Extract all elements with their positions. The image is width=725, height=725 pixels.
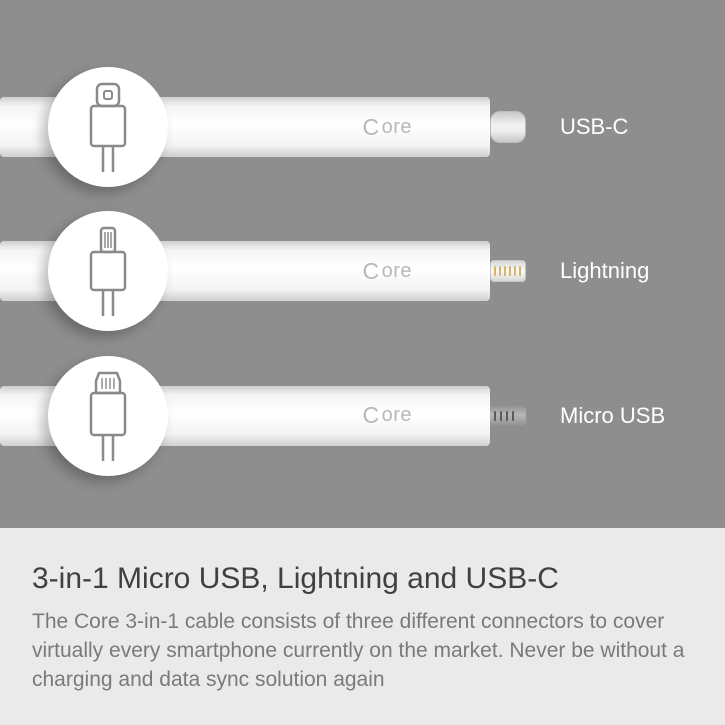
brand-mark: Core (362, 402, 412, 429)
cable-infographic: Core USB-C Core (0, 0, 725, 725)
label-microusb: Micro USB (560, 403, 665, 429)
brand-ore: ore (382, 116, 412, 139)
body-copy: The Core 3-in-1 cable consists of three … (32, 608, 693, 695)
icon-circle-lightning (48, 211, 168, 331)
icon-circle-microusb (48, 356, 168, 476)
cable-row-lightning: Core Lightning (0, 211, 725, 331)
brand-mark: Core (362, 114, 412, 141)
brand-mark: Core (362, 258, 412, 285)
label-lightning: Lightning (560, 258, 649, 284)
microusb-icon (73, 371, 143, 461)
brand-ore: ore (382, 260, 412, 283)
connector-tip-lightning (490, 260, 526, 282)
cable-row-usbc: Core USB-C (0, 67, 725, 187)
icon-circle-usbc (48, 67, 168, 187)
connector-tip-usbc (490, 111, 526, 143)
cable-row-microusb: Core Micro USB (0, 356, 725, 476)
usbc-icon (73, 82, 143, 172)
brand-ore: ore (382, 404, 412, 427)
brand-c: C (362, 402, 379, 429)
diagram-area: Core USB-C Core (0, 0, 725, 528)
heading: 3-in-1 Micro USB, Lightning and USB-C (32, 562, 693, 596)
label-usbc: USB-C (560, 114, 628, 140)
text-area: 3-in-1 Micro USB, Lightning and USB-C Th… (0, 528, 725, 725)
brand-c: C (362, 114, 379, 141)
connector-tip-microusb (490, 403, 526, 429)
lightning-icon (73, 226, 143, 316)
brand-c: C (362, 258, 379, 285)
